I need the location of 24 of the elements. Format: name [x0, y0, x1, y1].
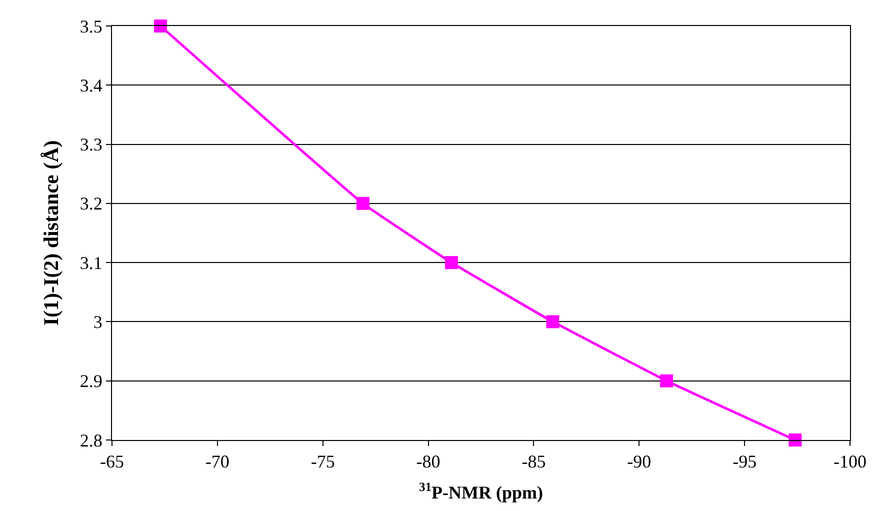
point	[154, 20, 167, 32]
y-tick-label: 3.1	[80, 252, 102, 273]
y-tick-label: 3.2	[80, 194, 102, 214]
point	[546, 315, 560, 328]
y-tick-label: 3.5	[80, 16, 102, 36]
point	[356, 196, 370, 210]
y-tick-label: 3.4	[80, 75, 102, 96]
x-tick-label: -75	[310, 452, 335, 472]
x-tick-label: -85	[522, 452, 546, 472]
point	[788, 434, 802, 446]
x-axis-title: $^{31}$P-NMR (ppm)	[418, 480, 544, 503]
x-tick-label: -90	[627, 452, 652, 472]
y-tick-label: 2.8	[80, 430, 102, 450]
y-tick-label: 3.3	[80, 134, 102, 155]
y-tick-label: 2.9	[80, 371, 102, 392]
y-axis-title: I(1)-I(2) distance (Å)	[39, 140, 64, 326]
x-tick-label: -100	[834, 452, 866, 472]
x-tick-label: -95	[732, 452, 757, 472]
point	[660, 374, 674, 388]
y-tick-label: 3	[93, 312, 102, 332]
x-tick-label: -65	[100, 452, 124, 472]
point	[444, 256, 458, 270]
x-tick-label: -70	[205, 452, 230, 472]
x-tick-label: -80	[416, 452, 440, 472]
